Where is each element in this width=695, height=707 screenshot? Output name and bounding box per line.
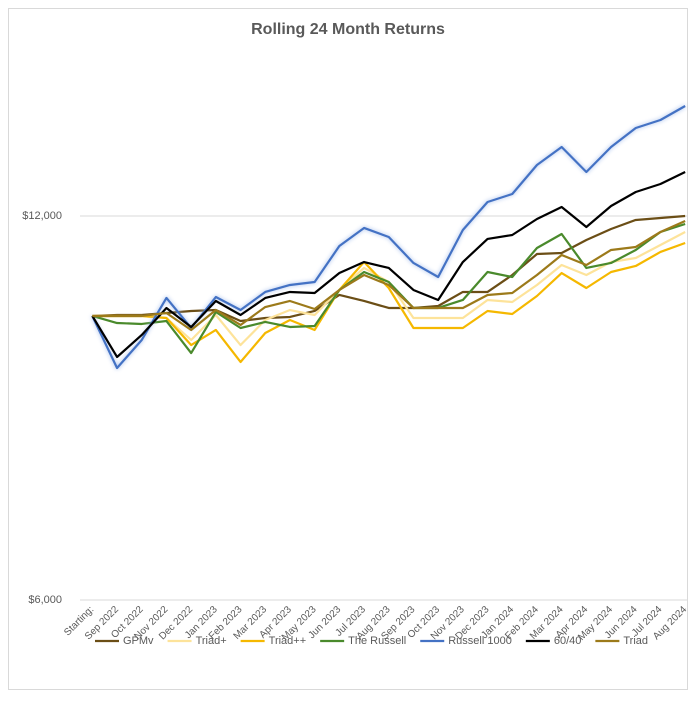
chart-title: Rolling 24 Month Returns (251, 21, 445, 38)
series-line (92, 241, 686, 364)
legend-label: GPMv (123, 635, 154, 647)
series-line (91, 170, 686, 359)
chart-border (8, 8, 688, 690)
legend-label: Triad++ (269, 635, 307, 647)
series-line (92, 222, 686, 355)
legend-label: The Russell (348, 635, 406, 647)
y-tick-label: $12,000 (22, 210, 62, 222)
legend-label: 60/40 (554, 635, 582, 647)
legend-label: Triad+ (196, 635, 227, 647)
legend-label: Triad (623, 635, 648, 647)
series-line (92, 219, 686, 332)
y-tick-label: $6,000 (28, 594, 62, 606)
series-line (92, 214, 686, 323)
legend-label: Russell 1000 (448, 635, 512, 647)
